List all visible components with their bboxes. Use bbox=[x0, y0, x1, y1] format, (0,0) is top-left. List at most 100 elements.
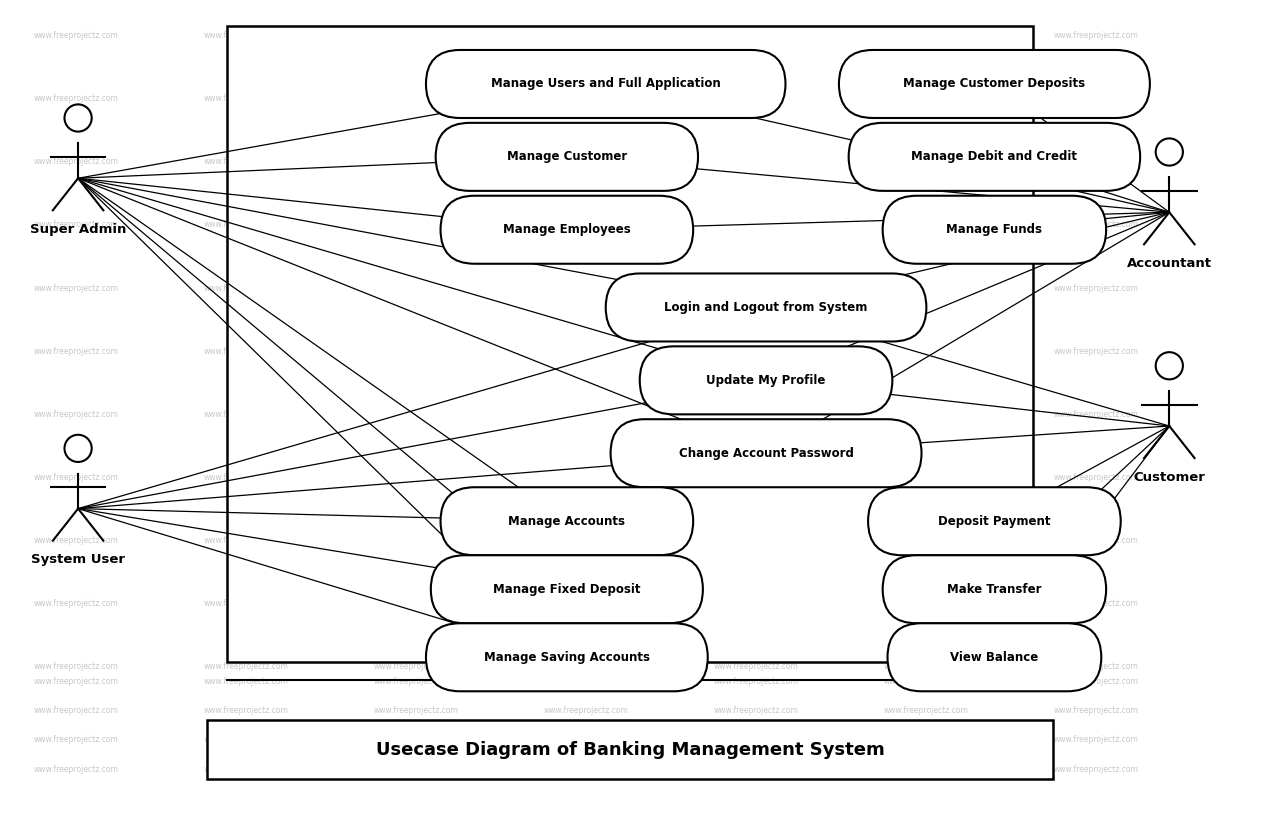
Text: www.freeprojectz.com: www.freeprojectz.com bbox=[1054, 94, 1139, 103]
Text: www.freeprojectz.com: www.freeprojectz.com bbox=[714, 663, 798, 672]
Text: www.freeprojectz.com: www.freeprojectz.com bbox=[543, 410, 629, 419]
Text: www.freeprojectz.com: www.freeprojectz.com bbox=[714, 677, 798, 686]
Text: www.freeprojectz.com: www.freeprojectz.com bbox=[204, 536, 289, 545]
Text: www.freeprojectz.com: www.freeprojectz.com bbox=[373, 677, 459, 686]
Text: Manage Debit and Credit: Manage Debit and Credit bbox=[912, 151, 1077, 163]
Text: Make Transfer: Make Transfer bbox=[947, 583, 1042, 595]
Text: www.freeprojectz.com: www.freeprojectz.com bbox=[1054, 31, 1139, 40]
Text: Change Account Password: Change Account Password bbox=[678, 446, 854, 459]
Text: www.freeprojectz.com: www.freeprojectz.com bbox=[543, 346, 629, 355]
Text: www.freeprojectz.com: www.freeprojectz.com bbox=[543, 663, 629, 672]
Text: www.freeprojectz.com: www.freeprojectz.com bbox=[543, 536, 629, 545]
Text: www.freeprojectz.com: www.freeprojectz.com bbox=[34, 735, 119, 744]
Text: Manage Customer Deposits: Manage Customer Deposits bbox=[903, 78, 1086, 90]
Text: www.freeprojectz.com: www.freeprojectz.com bbox=[714, 536, 798, 545]
Text: View Balance: View Balance bbox=[951, 651, 1039, 663]
Text: www.freeprojectz.com: www.freeprojectz.com bbox=[373, 473, 459, 482]
Text: www.freeprojectz.com: www.freeprojectz.com bbox=[714, 410, 798, 419]
Text: www.freeprojectz.com: www.freeprojectz.com bbox=[204, 600, 289, 609]
Text: www.freeprojectz.com: www.freeprojectz.com bbox=[543, 220, 629, 229]
Text: www.freeprojectz.com: www.freeprojectz.com bbox=[34, 31, 119, 40]
FancyBboxPatch shape bbox=[868, 487, 1121, 555]
Text: www.freeprojectz.com: www.freeprojectz.com bbox=[714, 473, 798, 482]
Text: www.freeprojectz.com: www.freeprojectz.com bbox=[34, 220, 119, 229]
Text: www.freeprojectz.com: www.freeprojectz.com bbox=[714, 283, 798, 292]
Text: Update My Profile: Update My Profile bbox=[706, 373, 826, 387]
Text: Manage Funds: Manage Funds bbox=[947, 224, 1043, 236]
Text: www.freeprojectz.com: www.freeprojectz.com bbox=[714, 764, 798, 773]
FancyBboxPatch shape bbox=[839, 50, 1150, 118]
Text: www.freeprojectz.com: www.freeprojectz.com bbox=[884, 346, 968, 355]
Text: www.freeprojectz.com: www.freeprojectz.com bbox=[204, 157, 289, 166]
Text: www.freeprojectz.com: www.freeprojectz.com bbox=[884, 157, 968, 166]
Text: www.freeprojectz.com: www.freeprojectz.com bbox=[34, 600, 119, 609]
Text: Manage Customer: Manage Customer bbox=[507, 151, 627, 163]
Text: www.freeprojectz.com: www.freeprojectz.com bbox=[1054, 735, 1139, 744]
Text: www.freeprojectz.com: www.freeprojectz.com bbox=[204, 31, 289, 40]
Text: www.freeprojectz.com: www.freeprojectz.com bbox=[373, 94, 459, 103]
Text: www.freeprojectz.com: www.freeprojectz.com bbox=[34, 410, 119, 419]
Text: Manage Saving Accounts: Manage Saving Accounts bbox=[484, 651, 649, 663]
Text: www.freeprojectz.com: www.freeprojectz.com bbox=[373, 764, 459, 773]
Text: www.freeprojectz.com: www.freeprojectz.com bbox=[1054, 536, 1139, 545]
Text: www.freeprojectz.com: www.freeprojectz.com bbox=[34, 346, 119, 355]
Text: www.freeprojectz.com: www.freeprojectz.com bbox=[1054, 346, 1139, 355]
Text: www.freeprojectz.com: www.freeprojectz.com bbox=[204, 735, 289, 744]
Text: Manage Accounts: Manage Accounts bbox=[508, 515, 625, 527]
Text: www.freeprojectz.com: www.freeprojectz.com bbox=[884, 31, 968, 40]
Text: www.freeprojectz.com: www.freeprojectz.com bbox=[34, 473, 119, 482]
Text: www.freeprojectz.com: www.freeprojectz.com bbox=[1054, 220, 1139, 229]
Text: Login and Logout from System: Login and Logout from System bbox=[665, 301, 868, 314]
Text: www.freeprojectz.com: www.freeprojectz.com bbox=[373, 346, 459, 355]
Text: www.freeprojectz.com: www.freeprojectz.com bbox=[373, 663, 459, 672]
FancyBboxPatch shape bbox=[426, 623, 707, 691]
Text: www.freeprojectz.com: www.freeprojectz.com bbox=[373, 410, 459, 419]
Text: www.freeprojectz.com: www.freeprojectz.com bbox=[714, 600, 798, 609]
Text: www.freeprojectz.com: www.freeprojectz.com bbox=[714, 220, 798, 229]
Text: www.freeprojectz.com: www.freeprojectz.com bbox=[373, 735, 459, 744]
Text: www.freeprojectz.com: www.freeprojectz.com bbox=[1054, 283, 1139, 292]
Text: www.freeprojectz.com: www.freeprojectz.com bbox=[884, 663, 968, 672]
FancyBboxPatch shape bbox=[436, 123, 699, 191]
Text: www.freeprojectz.com: www.freeprojectz.com bbox=[34, 283, 119, 292]
Text: www.freeprojectz.com: www.freeprojectz.com bbox=[1054, 706, 1139, 715]
Text: www.freeprojectz.com: www.freeprojectz.com bbox=[543, 706, 629, 715]
FancyBboxPatch shape bbox=[440, 196, 694, 264]
Text: www.freeprojectz.com: www.freeprojectz.com bbox=[884, 735, 968, 744]
Text: www.freeprojectz.com: www.freeprojectz.com bbox=[204, 346, 289, 355]
FancyBboxPatch shape bbox=[431, 555, 702, 623]
Text: www.freeprojectz.com: www.freeprojectz.com bbox=[884, 410, 968, 419]
Text: www.freeprojectz.com: www.freeprojectz.com bbox=[1054, 677, 1139, 686]
Text: www.freeprojectz.com: www.freeprojectz.com bbox=[373, 283, 459, 292]
Text: www.freeprojectz.com: www.freeprojectz.com bbox=[714, 157, 798, 166]
Text: Manage Fixed Deposit: Manage Fixed Deposit bbox=[493, 583, 641, 595]
Bar bbox=[207, 721, 1053, 779]
Text: www.freeprojectz.com: www.freeprojectz.com bbox=[34, 536, 119, 545]
Text: www.freeprojectz.com: www.freeprojectz.com bbox=[204, 283, 289, 292]
FancyBboxPatch shape bbox=[883, 196, 1106, 264]
Text: www.freeprojectz.com: www.freeprojectz.com bbox=[204, 94, 289, 103]
Text: www.freeprojectz.com: www.freeprojectz.com bbox=[373, 600, 459, 609]
Text: www.freeprojectz.com: www.freeprojectz.com bbox=[884, 764, 968, 773]
Text: www.freeprojectz.com: www.freeprojectz.com bbox=[714, 94, 798, 103]
Text: www.freeprojectz.com: www.freeprojectz.com bbox=[1054, 663, 1139, 672]
Text: www.freeprojectz.com: www.freeprojectz.com bbox=[204, 764, 289, 773]
Text: www.freeprojectz.com: www.freeprojectz.com bbox=[884, 677, 968, 686]
Text: www.freeprojectz.com: www.freeprojectz.com bbox=[373, 706, 459, 715]
Text: www.freeprojectz.com: www.freeprojectz.com bbox=[204, 220, 289, 229]
Text: www.freeprojectz.com: www.freeprojectz.com bbox=[34, 764, 119, 773]
Text: www.freeprojectz.com: www.freeprojectz.com bbox=[884, 473, 968, 482]
Text: www.freeprojectz.com: www.freeprojectz.com bbox=[543, 94, 629, 103]
Text: www.freeprojectz.com: www.freeprojectz.com bbox=[884, 706, 968, 715]
Text: www.freeprojectz.com: www.freeprojectz.com bbox=[714, 706, 798, 715]
Text: www.freeprojectz.com: www.freeprojectz.com bbox=[543, 157, 629, 166]
Text: www.freeprojectz.com: www.freeprojectz.com bbox=[1054, 600, 1139, 609]
Text: Accountant: Accountant bbox=[1127, 257, 1212, 270]
Text: www.freeprojectz.com: www.freeprojectz.com bbox=[34, 663, 119, 672]
FancyBboxPatch shape bbox=[426, 50, 786, 118]
Text: Manage Users and Full Application: Manage Users and Full Application bbox=[491, 78, 720, 90]
Text: www.freeprojectz.com: www.freeprojectz.com bbox=[543, 600, 629, 609]
Text: www.freeprojectz.com: www.freeprojectz.com bbox=[884, 94, 968, 103]
Text: www.freeprojectz.com: www.freeprojectz.com bbox=[373, 536, 459, 545]
Text: www.freeprojectz.com: www.freeprojectz.com bbox=[204, 410, 289, 419]
